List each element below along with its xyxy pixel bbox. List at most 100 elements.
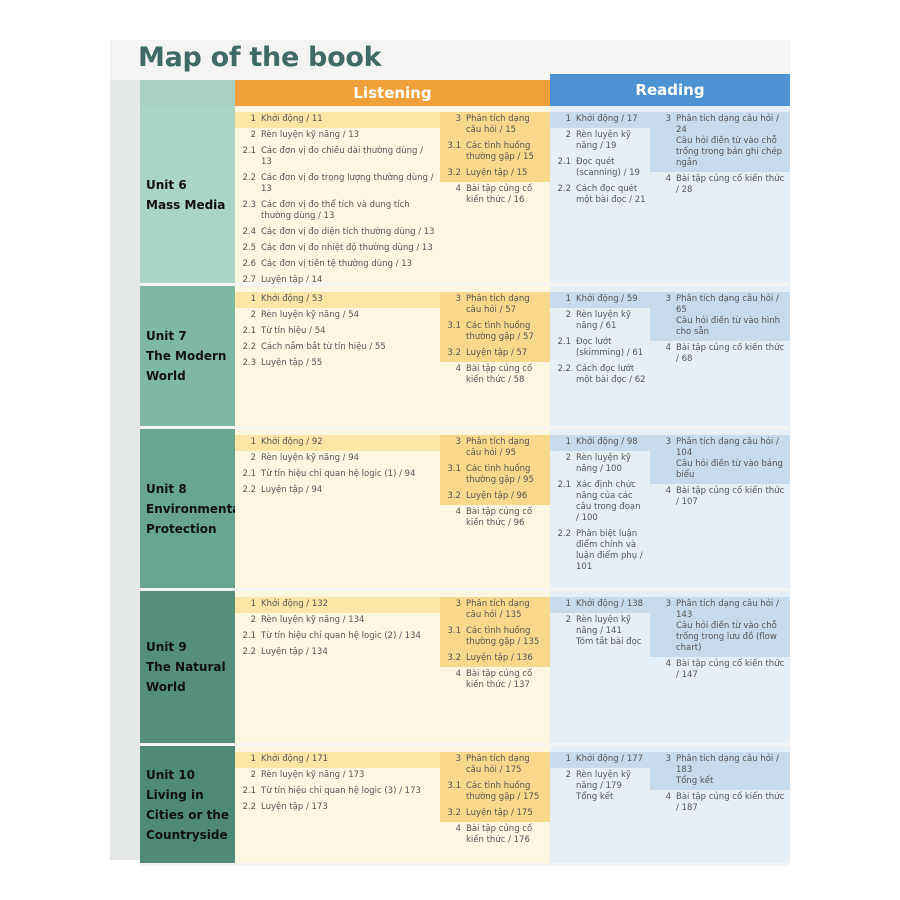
entry-title: Phân tích dạng câu hỏi / 183: [676, 754, 779, 775]
listening-b-column: 3 Phân tích dạng câu hỏi / 95 3.1 Các tình …: [440, 429, 550, 588]
toc-entry: 4 Bài tập củng cố kiến thức / 107: [650, 484, 790, 511]
toc-entry: 3 Phân tích dạng câu hỏi / 135: [440, 597, 550, 624]
entry-number: 3.2: [447, 491, 461, 501]
entry-title: Cách nắm bắt từ tín hiệu / 55: [261, 342, 386, 352]
reading-b-column: 3 Phân tích dạng câu hỏi / 65 Câu hỏi điền…: [650, 286, 790, 426]
toc-entry: 2.2 Cách đọc lướt một bài đọc / 62: [550, 362, 650, 389]
toc-entry: 3.1 Các tình huống thường gặp / 15: [440, 139, 550, 166]
entry-title: Rèn luyện kỹ năng / 134: [261, 615, 365, 625]
reading-b-column: 3 Phân tích dạng câu hỏi / 143 Câu hỏi điề…: [650, 591, 790, 743]
entry-number: 1: [250, 754, 256, 764]
entry-number: 2.5: [242, 243, 256, 253]
entry-number: 3: [455, 437, 461, 447]
reading-a-column: 1 Khởi động / 59 2 Rèn luyện kỹ năng / 61 2.…: [550, 286, 650, 426]
toc-entry: 2 Rèn luyện kỹ năng / 13: [235, 128, 440, 144]
reading-a-column: 1 Khởi động / 17 2 Rèn luyện kỹ năng / 19 2.…: [550, 106, 650, 283]
entry-text: Khởi động / 98: [576, 437, 638, 448]
entry-text: Các đơn vị đo trọng lượng thường dùng / …: [261, 173, 436, 195]
entry-number: 3.1: [447, 141, 461, 151]
entry-text: Luyện tập / 15: [466, 168, 527, 179]
toc-entry: 2.7 Luyện tập / 14: [235, 273, 440, 289]
entry-text: Bài tập củng cố kiến thức / 28: [676, 174, 786, 196]
toc-entry: 1 Khởi động / 171: [235, 752, 440, 768]
toc-entry: 2.2 Luyện tập / 134: [235, 645, 440, 661]
entry-title: Bài tập củng cố kiến thức / 187: [676, 792, 785, 813]
entry-title: Phân tích dạng câu hỏi / 135: [466, 599, 530, 620]
entry-text: Các tình huống thường gặp / 135: [466, 626, 546, 648]
entry-number: 2: [250, 130, 256, 140]
entry-number: 2.4: [242, 227, 256, 237]
entry-number: 2.1: [242, 469, 256, 479]
unit-title-line: Unit 8: [146, 481, 187, 496]
entry-title: Khởi động / 138: [576, 599, 644, 609]
entry-number: 2: [565, 770, 571, 780]
entry-subtitle: Tổng kết: [676, 776, 714, 786]
entry-number: 3: [455, 114, 461, 124]
toc-entry: 3 Phân tích dạng câu hỏi / 57: [440, 292, 550, 319]
entry-text: Bài tập củng cố kiến thức / 68: [676, 343, 786, 365]
listening-a-column: 1 Khởi động / 132 2 Rèn luyện kỹ năng / 134…: [235, 591, 440, 743]
entry-title: Phân tích dạng câu hỏi / 15: [466, 114, 530, 135]
entry-text: Rèn luyện kỹ năng / 61: [576, 310, 646, 332]
entry-number: 2.2: [242, 485, 256, 495]
entry-title: Đọc lướt (skimming) / 61: [576, 337, 644, 358]
toc-entry: 2.1 Xác định chức năng của các câu trong …: [550, 478, 650, 527]
toc-entry: 2 Rèn luyện kỹ năng / 19: [550, 128, 650, 155]
toc-entry: 1 Khởi động / 98: [550, 435, 650, 451]
toc-entry: 3.2 Luyện tập / 96: [440, 489, 550, 505]
entry-text: Luyện tập / 94: [261, 485, 322, 496]
toc-entry: 3 Phân tích dạng câu hỏi / 175: [440, 752, 550, 779]
entry-text: Các tình huống thường gặp / 15: [466, 141, 546, 163]
unit-label: Unit 8 Environmental Protection: [140, 429, 245, 588]
entry-number: 1: [565, 754, 571, 764]
entry-text: Từ tín hiệu / 54: [261, 326, 326, 337]
entry-number: 3: [455, 754, 461, 764]
toc-entry: 2.1 Từ tín hiệu chỉ quan hệ logic (3) / 1…: [235, 784, 440, 800]
entry-title: Bài tập củng cố kiến thức / 147: [676, 659, 785, 680]
unit-title-line: Protection: [146, 521, 217, 536]
entry-text: Cách đọc quét một bài đọc / 21: [576, 184, 646, 206]
entry-title: Bài tập củng cố kiến thức / 68: [676, 343, 785, 364]
entry-text: Khởi động / 132: [261, 599, 328, 610]
entry-number: 4: [665, 174, 671, 184]
entry-number: 1: [565, 599, 571, 609]
entry-text: Luyện tập / 173: [261, 802, 328, 813]
entry-text: Rèn luyện kỹ năng / 179 Tổng kết: [576, 770, 646, 803]
entry-text: Khởi động / 53: [261, 294, 323, 305]
entry-number: 2: [250, 615, 256, 625]
entry-number: 3: [665, 754, 671, 764]
entry-subtitle: Câu hỏi điền từ vào bảng biểu: [676, 459, 783, 480]
entry-number: 3: [665, 437, 671, 447]
entry-number: 3.1: [447, 781, 461, 791]
listening-b-column: 3 Phân tích dạng câu hỏi / 57 3.1 Các tình …: [440, 286, 550, 426]
entry-title: Luyện tập / 94: [261, 485, 323, 495]
entry-title: Luyện tập / 96: [466, 491, 528, 501]
entry-title: Cách đọc lướt một bài đọc / 62: [576, 364, 646, 385]
unit-title-line: World: [146, 680, 186, 694]
entry-title: Khởi động / 98: [576, 437, 638, 447]
entry-title: Phân tích dạng câu hỏi / 65: [676, 294, 779, 315]
toc-entry: 1 Khởi động / 11: [235, 112, 440, 128]
toc-entry: 3 Phân tích dạng câu hỏi / 24 Câu hỏi điền…: [650, 112, 790, 172]
entry-text: Khởi động / 171: [261, 754, 328, 765]
entry-text: Từ tín hiệu chỉ quan hệ logic (2) / 134: [261, 631, 421, 642]
entry-title: Cách đọc quét một bài đọc / 21: [576, 184, 646, 205]
listening-b-column: 3 Phân tích dạng câu hỏi / 135 3.1 Các tình…: [440, 591, 550, 743]
entry-subtitle: Tổng kết: [576, 792, 614, 802]
entry-text: Phân tích dạng câu hỏi / 95: [466, 437, 546, 459]
listening-a-column: 1 Khởi động / 92 2 Rèn luyện kỹ năng / 94 2.…: [235, 429, 440, 588]
unit-label: Unit 9 The Natural World: [140, 591, 235, 743]
toc-entry: 3.2 Luyện tập / 175: [440, 806, 550, 822]
entry-text: Bài tập củng cố kiến thức / 107: [676, 486, 786, 508]
entry-title: Rèn luyện kỹ năng / 19: [576, 130, 631, 151]
unit-title-line: Unit 6: [146, 177, 187, 192]
entry-text: Rèn luyện kỹ năng / 173: [261, 770, 364, 781]
unit-title-line: Countryside: [146, 827, 228, 842]
entry-number: 3: [455, 599, 461, 609]
entry-number: 2.2: [242, 802, 256, 812]
entry-text: Rèn luyện kỹ năng / 134: [261, 615, 364, 626]
entry-number: 2: [565, 310, 571, 320]
toc-entry: 2 Rèn luyện kỹ năng / 141 Tóm tắt bài đọc: [550, 613, 650, 651]
unit-title-line: World: [146, 369, 186, 383]
reading-b-column: 3 Phân tích dạng câu hỏi / 104 Câu hỏi điề…: [650, 429, 790, 588]
